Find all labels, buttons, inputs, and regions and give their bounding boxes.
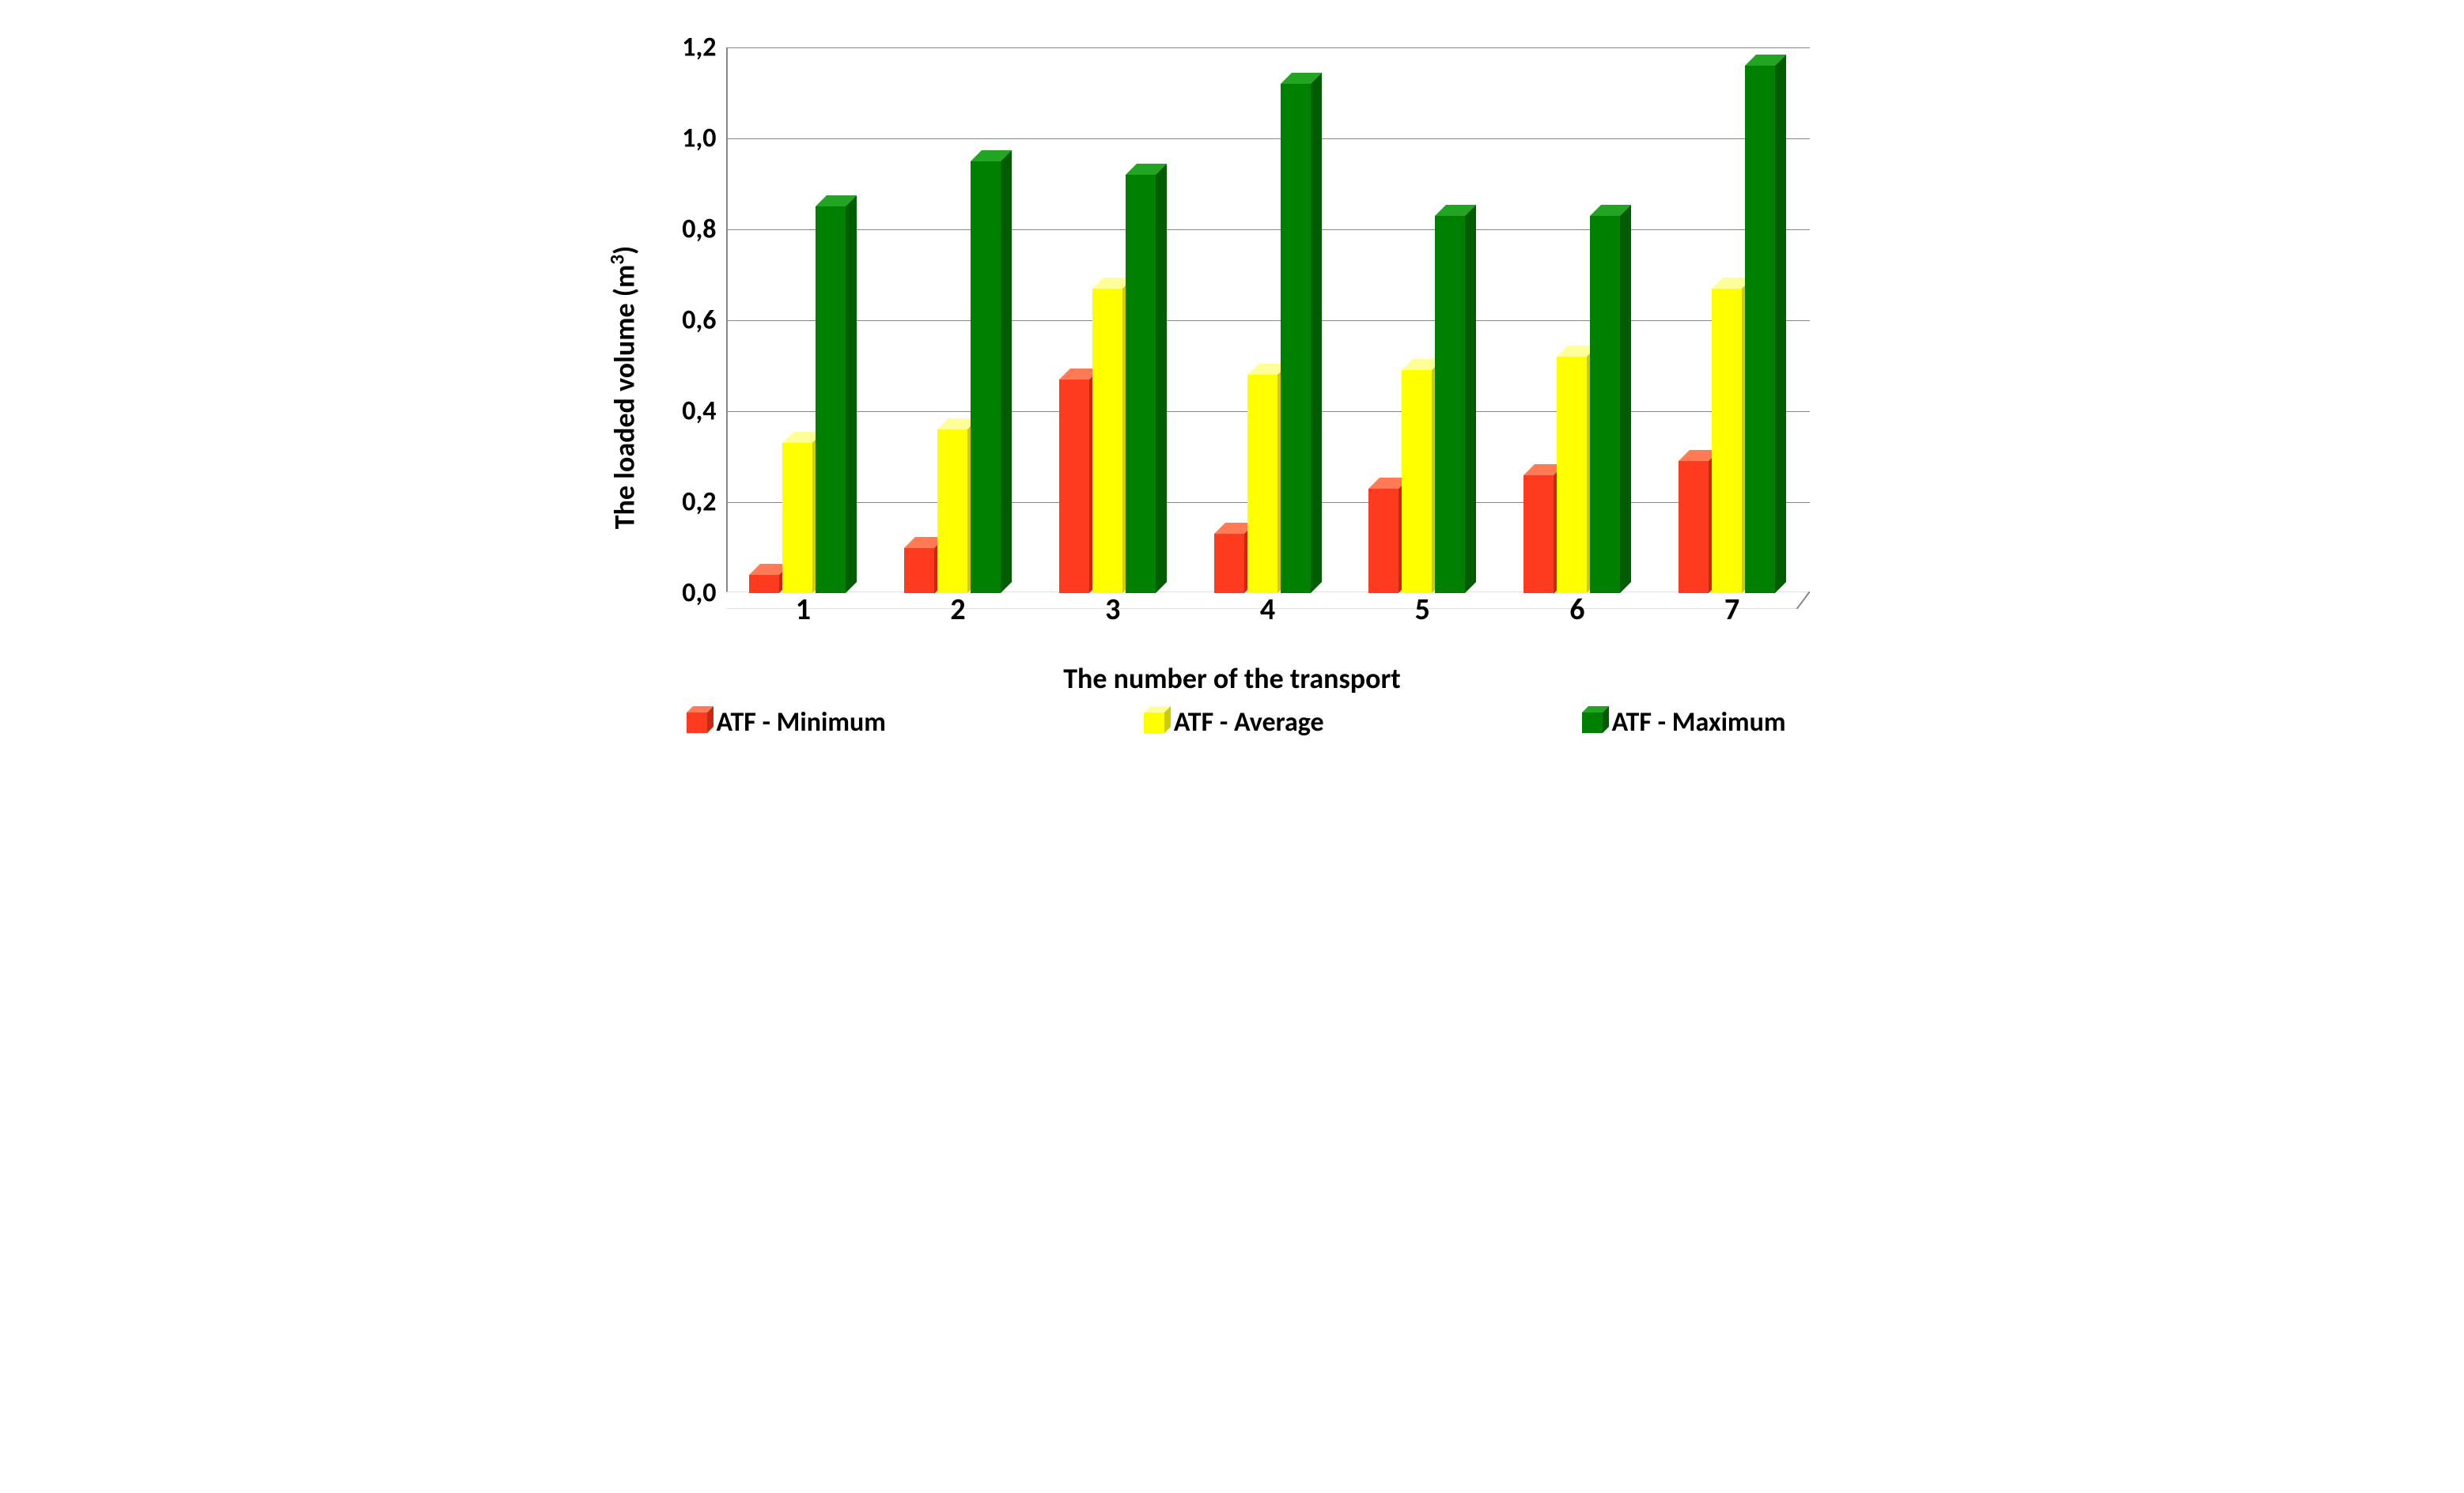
bar [1214, 534, 1244, 593]
legend-swatch [687, 712, 707, 733]
y-tick-label: 0,0 [682, 577, 727, 610]
y-tick-label: 1,2 [682, 32, 727, 64]
x-tick-label: 6 [1569, 592, 1584, 628]
bar [1590, 216, 1620, 593]
legend: ATF - Minimum ATF - Average ATF - Maximum [679, 701, 1810, 743]
x-tick-label: 4 [1260, 592, 1275, 628]
bar-group [904, 161, 1012, 593]
bar-group [1679, 66, 1786, 593]
bar [1402, 370, 1432, 593]
bars-layer: 1234567 [726, 47, 1810, 593]
bar [1126, 175, 1156, 593]
plot-area: 0,00,20,40,60,81,01,2 1234567 [726, 47, 1810, 609]
x-tick-label: 7 [1724, 592, 1739, 628]
x-axis-label: The number of the transport [1063, 661, 1401, 696]
bar [1281, 84, 1311, 593]
legend-item: ATF - Average [1144, 706, 1324, 739]
y-tick-label: 1,0 [682, 123, 727, 155]
legend-label: ATF - Average [1174, 706, 1324, 739]
bar [937, 429, 967, 593]
x-tick-label: 3 [1105, 592, 1120, 628]
y-tick-label: 0,8 [682, 214, 727, 246]
bar [816, 206, 846, 593]
bar [1368, 489, 1399, 593]
bar [1557, 357, 1587, 593]
x-tick-label: 2 [950, 592, 965, 628]
legend-item: ATF - Maximum [1582, 706, 1786, 739]
legend-label: ATF - Minimum [717, 706, 886, 739]
y-tick-label: 0,4 [682, 395, 727, 428]
bar [1247, 375, 1277, 593]
x-tick-label: 1 [796, 592, 811, 628]
bar [782, 443, 812, 593]
bar [1435, 216, 1465, 593]
bar-group [1059, 175, 1167, 593]
bar-group [1214, 84, 1322, 593]
x-tick-label: 5 [1415, 592, 1430, 628]
y-tick-label: 0,2 [682, 486, 727, 519]
bar [1679, 461, 1709, 593]
legend-swatch [1582, 712, 1603, 733]
legend-label: ATF - Maximum [1612, 706, 1786, 739]
bar-group [749, 206, 857, 593]
bar [1523, 475, 1554, 594]
bar [1745, 66, 1775, 593]
bar [749, 575, 779, 593]
y-tick-label: 0,6 [682, 304, 727, 337]
chart-container: The loaded volume (m3) 0,00,20,40,60,81,… [639, 32, 1826, 743]
legend-item: ATF - Minimum [687, 706, 886, 739]
bar [1092, 289, 1122, 593]
bar [971, 161, 1001, 593]
bar [904, 548, 934, 594]
y-axis-label: The loaded volume (m3) [604, 246, 642, 530]
legend-swatch [1144, 712, 1164, 733]
bar-group [1368, 216, 1476, 593]
bar-group [1523, 216, 1631, 593]
bar [1059, 380, 1089, 593]
bar [1712, 289, 1742, 593]
